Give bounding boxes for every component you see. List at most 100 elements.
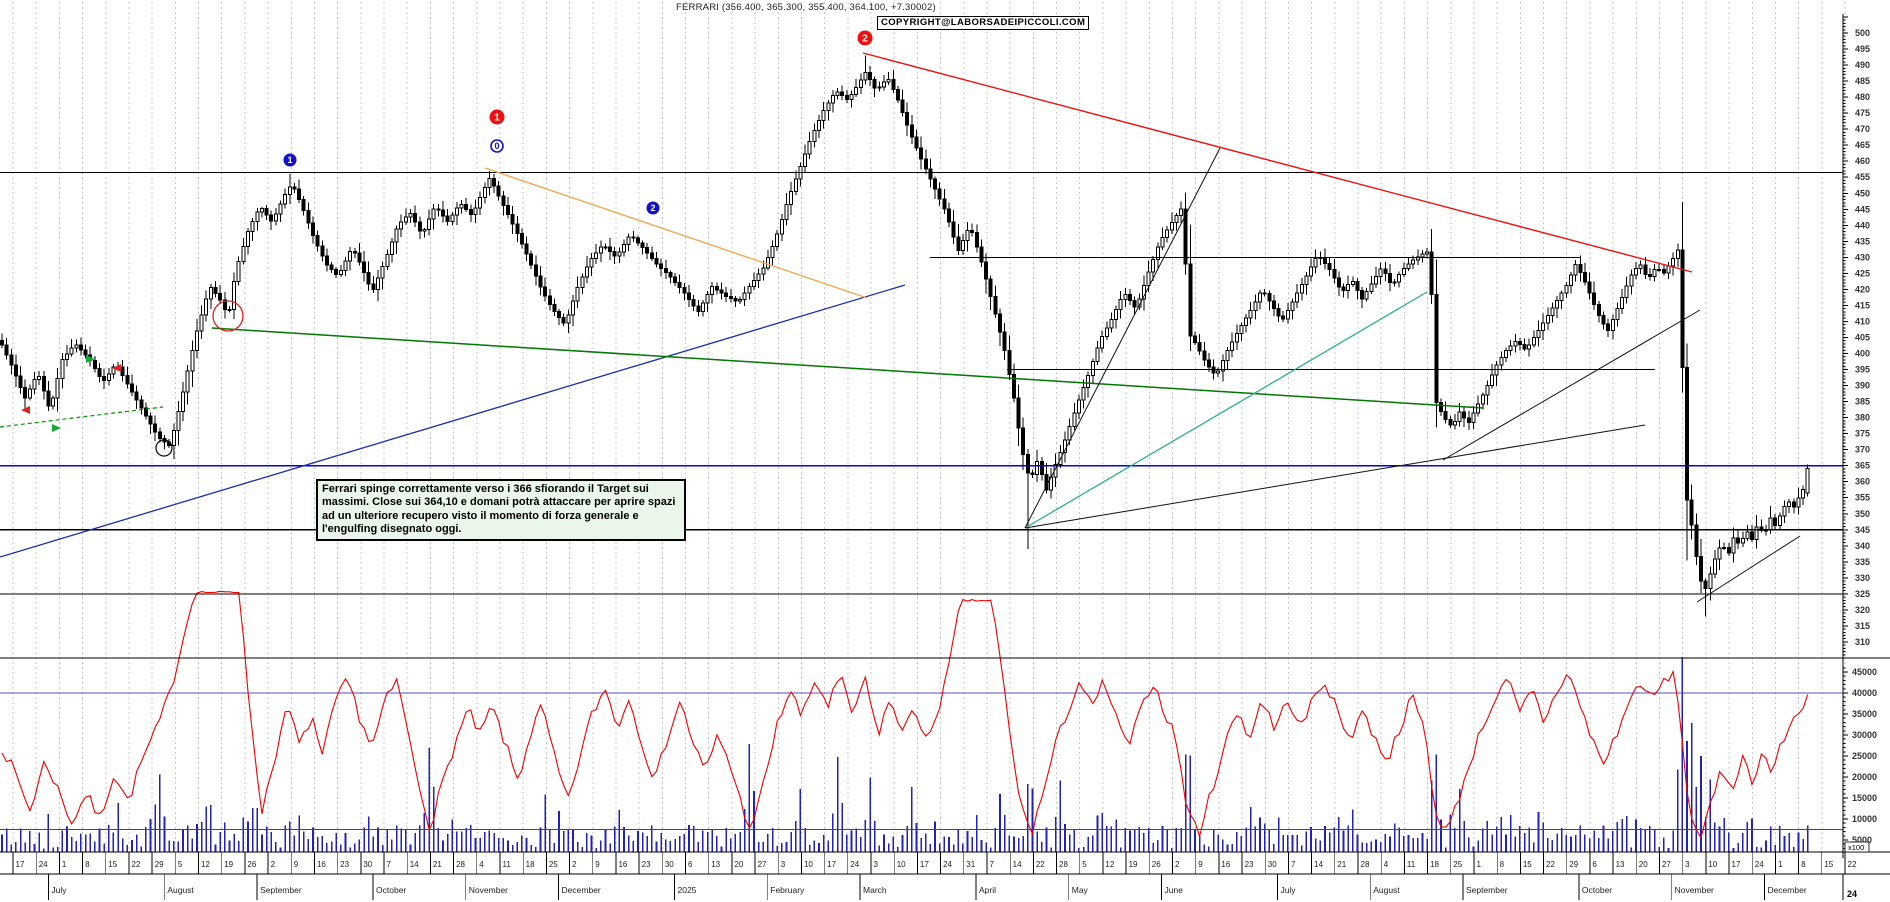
- svg-text:17: 17: [827, 860, 836, 869]
- svg-text:23: 23: [340, 860, 349, 869]
- svg-text:8: 8: [1801, 860, 1806, 869]
- svg-text:21: 21: [433, 860, 442, 869]
- svg-text:485: 485: [1855, 76, 1870, 86]
- svg-text:22: 22: [1036, 860, 1045, 869]
- svg-text:335: 335: [1855, 557, 1870, 567]
- svg-text:450: 450: [1855, 188, 1870, 198]
- svg-text:22: 22: [1546, 860, 1555, 869]
- svg-text:11: 11: [1407, 860, 1416, 869]
- svg-text:November: November: [1675, 885, 1714, 895]
- svg-text:18: 18: [1430, 860, 1439, 869]
- svg-text:8: 8: [1500, 860, 1505, 869]
- svg-text:24: 24: [850, 860, 859, 869]
- svg-text:10: 10: [897, 860, 906, 869]
- svg-text:385: 385: [1855, 397, 1870, 407]
- svg-text:445: 445: [1855, 204, 1870, 214]
- svg-text:1: 1: [1778, 860, 1783, 869]
- svg-text:2: 2: [1175, 860, 1180, 869]
- svg-text:29: 29: [1569, 860, 1578, 869]
- svg-text:12: 12: [201, 860, 210, 869]
- svg-text:435: 435: [1855, 236, 1870, 246]
- svg-text:3: 3: [1685, 860, 1690, 869]
- svg-text:340: 340: [1855, 541, 1870, 551]
- svg-text:August: August: [1373, 885, 1400, 895]
- svg-text:10: 10: [1708, 860, 1717, 869]
- svg-text:2: 2: [862, 34, 868, 45]
- svg-text:x100: x100: [1848, 843, 1864, 852]
- svg-text:25000: 25000: [1852, 751, 1877, 761]
- svg-text:April: April: [979, 885, 996, 895]
- svg-text:3: 3: [781, 860, 786, 869]
- svg-text:10000: 10000: [1852, 814, 1877, 824]
- svg-text:35000: 35000: [1852, 709, 1877, 719]
- svg-text:28: 28: [1059, 860, 1068, 869]
- svg-text:7: 7: [989, 860, 994, 869]
- svg-text:15: 15: [1824, 860, 1833, 869]
- svg-text:5000: 5000: [1852, 835, 1872, 845]
- svg-text:475: 475: [1855, 108, 1870, 118]
- svg-text:22: 22: [1848, 860, 1857, 869]
- svg-text:40000: 40000: [1852, 688, 1877, 698]
- svg-text:5: 5: [178, 860, 183, 869]
- svg-text:3: 3: [874, 860, 879, 869]
- svg-text:2: 2: [572, 860, 577, 869]
- svg-text:November: November: [469, 885, 508, 895]
- svg-text:March: March: [863, 885, 887, 895]
- svg-text:500: 500: [1855, 28, 1870, 38]
- svg-text:15: 15: [1523, 860, 1532, 869]
- svg-text:370: 370: [1855, 445, 1870, 455]
- svg-text:325: 325: [1855, 589, 1870, 599]
- svg-text:4: 4: [1384, 860, 1389, 869]
- svg-text:20: 20: [734, 860, 743, 869]
- svg-text:October: October: [1582, 885, 1612, 895]
- svg-text:7: 7: [387, 860, 392, 869]
- instrument-title: FERRARI (356.400, 365.300, 355.400, 364.…: [676, 2, 936, 13]
- svg-text:1: 1: [1476, 860, 1481, 869]
- svg-text:320: 320: [1855, 605, 1870, 615]
- svg-text:410: 410: [1855, 316, 1870, 326]
- svg-text:18: 18: [526, 860, 535, 869]
- svg-text:20000: 20000: [1852, 772, 1877, 782]
- svg-text:355: 355: [1855, 493, 1870, 503]
- svg-text:9: 9: [595, 860, 600, 869]
- svg-text:May: May: [1072, 885, 1089, 895]
- svg-text:August: August: [167, 885, 194, 895]
- svg-text:September: September: [260, 885, 302, 895]
- svg-text:14: 14: [1013, 860, 1022, 869]
- svg-text:October: October: [376, 885, 406, 895]
- svg-text:30000: 30000: [1852, 730, 1877, 740]
- svg-text:30: 30: [363, 860, 372, 869]
- svg-text:420: 420: [1855, 284, 1870, 294]
- svg-text:June: June: [1165, 885, 1184, 895]
- svg-text:December: December: [1767, 885, 1806, 895]
- svg-text:17: 17: [16, 860, 25, 869]
- svg-text:490: 490: [1855, 60, 1870, 70]
- svg-text:380: 380: [1855, 413, 1870, 423]
- svg-text:11: 11: [502, 860, 511, 869]
- svg-text:5: 5: [1082, 860, 1087, 869]
- svg-text:24: 24: [1755, 860, 1764, 869]
- svg-text:23: 23: [642, 860, 651, 869]
- svg-text:24: 24: [943, 860, 952, 869]
- analysis-annotation: Ferrari spinge correttamente verso i 366…: [316, 479, 686, 541]
- svg-text:1: 1: [287, 155, 292, 165]
- svg-text:September: September: [1466, 885, 1508, 895]
- svg-text:2: 2: [271, 860, 276, 869]
- svg-text:360: 360: [1855, 477, 1870, 487]
- svg-text:425: 425: [1855, 268, 1870, 278]
- svg-text:16: 16: [317, 860, 326, 869]
- svg-text:15: 15: [108, 860, 117, 869]
- svg-text:365: 365: [1855, 461, 1870, 471]
- svg-text:345: 345: [1855, 525, 1870, 535]
- svg-text:45000: 45000: [1852, 667, 1877, 677]
- svg-text:14: 14: [1314, 860, 1323, 869]
- svg-text:6: 6: [688, 860, 693, 869]
- svg-text:14: 14: [410, 860, 419, 869]
- svg-text:4: 4: [479, 860, 484, 869]
- svg-text:330: 330: [1855, 573, 1870, 583]
- svg-text:17: 17: [1732, 860, 1741, 869]
- svg-text:25: 25: [549, 860, 558, 869]
- svg-text:10: 10: [804, 860, 813, 869]
